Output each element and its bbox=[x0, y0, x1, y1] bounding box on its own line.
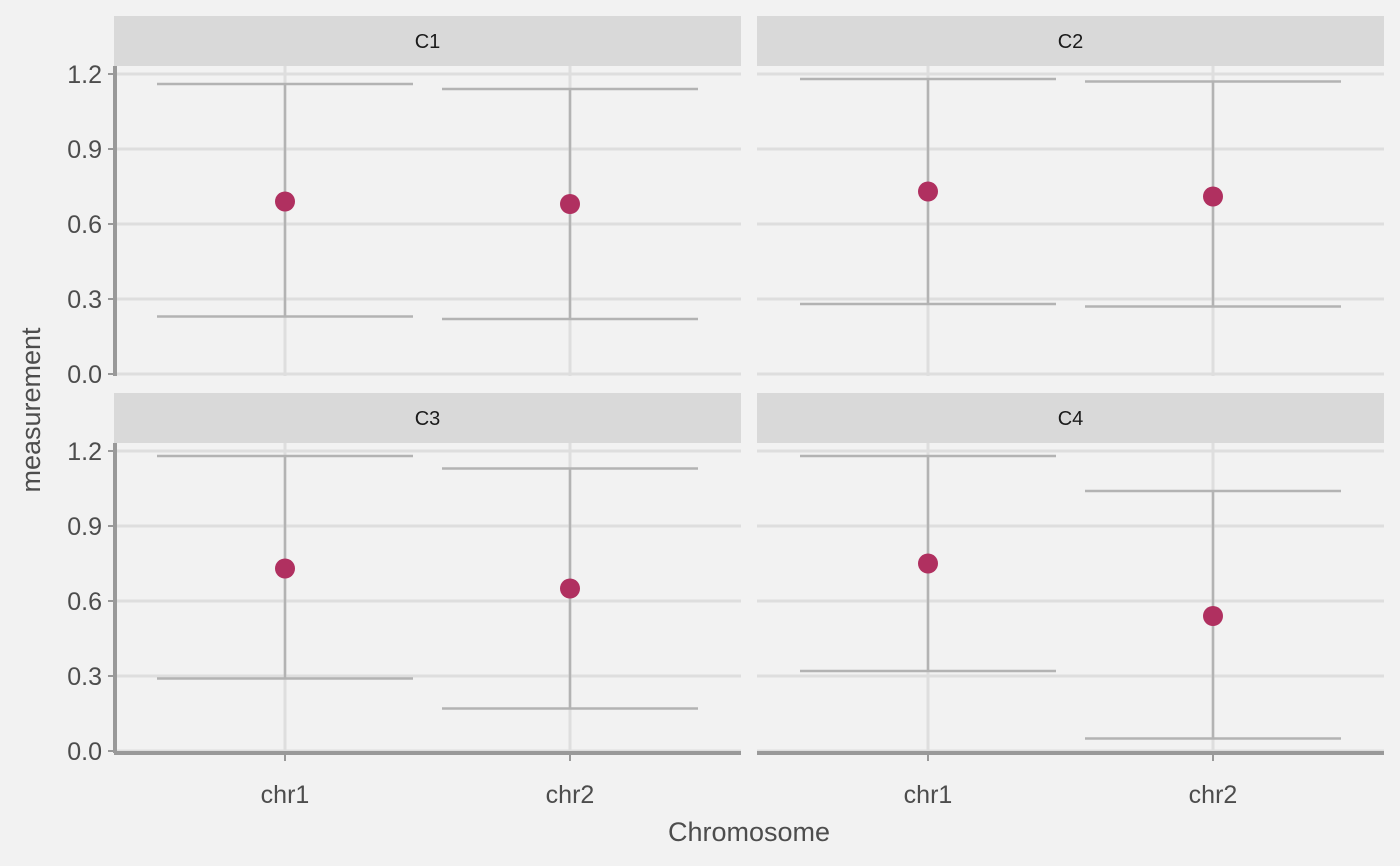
y-tick-label: 0.9 bbox=[67, 513, 102, 541]
x-tick-label: chr2 bbox=[1189, 781, 1238, 809]
data-point bbox=[560, 578, 580, 599]
facet-strip-label: C2 bbox=[1058, 31, 1084, 53]
y-tick-label: 0.6 bbox=[67, 588, 102, 616]
facet-strip-label: C3 bbox=[415, 408, 441, 430]
facet-strip bbox=[757, 393, 1384, 443]
facet-strip bbox=[114, 16, 741, 66]
x-tick-label: chr1 bbox=[261, 781, 310, 809]
x-axis-title: Chromosome bbox=[668, 817, 830, 847]
data-point bbox=[1203, 606, 1223, 626]
y-tick-label: 0.0 bbox=[67, 361, 102, 389]
y-axis-title: measurement bbox=[16, 327, 46, 493]
y-tick-label: 0.0 bbox=[67, 738, 102, 766]
data-point bbox=[275, 191, 295, 212]
x-tick-label: chr1 bbox=[904, 781, 953, 809]
x-tick-label: chr2 bbox=[546, 781, 595, 809]
facet-strip-label: C4 bbox=[1058, 408, 1084, 430]
data-point bbox=[275, 558, 295, 579]
facet-panels: C1 0.0 0.3 0.6 0.9 1.2 C2 C3 0.0 0.3 0.6 0.9 1.2 chr1… bbox=[67, 16, 1384, 809]
facet-strip-label: C1 bbox=[415, 31, 441, 53]
y-tick-label: 1.2 bbox=[67, 61, 102, 89]
y-tick-label: 0.6 bbox=[67, 211, 102, 239]
data-point bbox=[1203, 186, 1223, 207]
y-tick-label: 0.9 bbox=[67, 136, 102, 164]
data-point bbox=[918, 181, 938, 202]
panel-c1: C1 0.0 0.3 0.6 0.9 1.2 bbox=[67, 16, 741, 389]
facet-strip bbox=[757, 16, 1384, 66]
panel-c2: C2 bbox=[757, 16, 1384, 376]
data-point bbox=[918, 553, 938, 574]
panel-c3: C3 0.0 0.3 0.6 0.9 1.2 chr1 chr2 bbox=[67, 393, 741, 809]
y-tick-label: 0.3 bbox=[67, 663, 102, 691]
facet-strip bbox=[114, 393, 741, 443]
y-tick-label: 0.3 bbox=[67, 286, 102, 314]
panel-c4: C4 chr1 chr2 bbox=[757, 393, 1384, 809]
data-point bbox=[560, 194, 580, 214]
y-tick-label: 1.2 bbox=[67, 438, 102, 466]
